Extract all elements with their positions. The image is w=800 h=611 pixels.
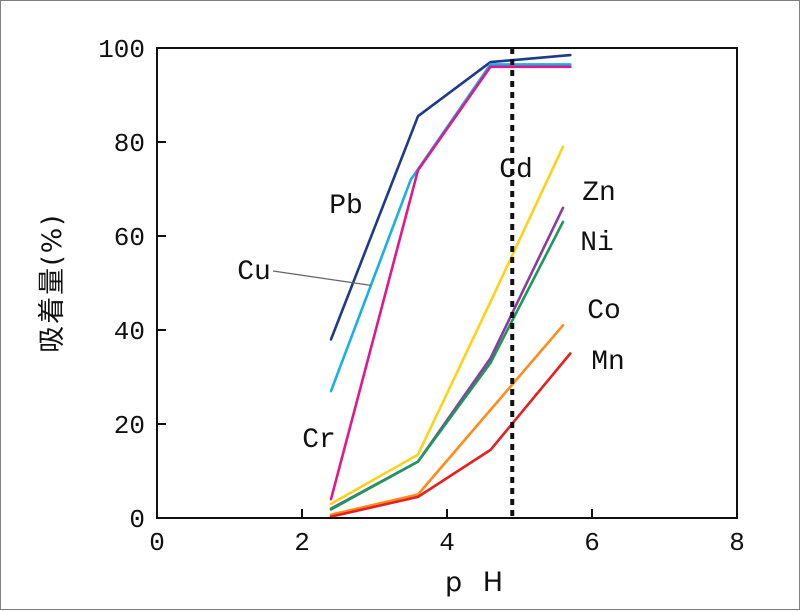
x-tick-label: 0 — [149, 528, 165, 558]
series-line-ni — [329, 220, 565, 511]
series-labels-layer: Pb Cu Cr Cd Zn Ni Co Mn — [237, 155, 625, 456]
y-tick-label: 100 — [98, 35, 145, 65]
series-line-mn — [329, 352, 572, 518]
cu-leader-line — [272, 270, 371, 286]
series-label-cu: Cu — [237, 257, 271, 288]
series-label-cr: Cr — [302, 425, 336, 456]
series-label-zn: Zn — [582, 178, 616, 209]
y-tick-label: 80 — [114, 129, 145, 159]
series-line-cr — [329, 65, 572, 501]
series-label-mn: Mn — [591, 347, 625, 378]
x-tick-label: 8 — [729, 528, 745, 558]
series-label-ni: Ni — [580, 228, 614, 259]
x-axis-title: p H — [445, 567, 509, 598]
series-line-co — [329, 323, 565, 517]
series-line-cu — [329, 63, 572, 393]
series-label-cd: Cd — [499, 155, 533, 186]
y-tick-label: 40 — [114, 317, 145, 347]
series-line-cd — [329, 145, 565, 506]
y-axis-title: 吸着量(%) — [37, 213, 68, 353]
series-label-co: Co — [587, 296, 621, 327]
series-layer — [329, 53, 572, 518]
y-tick-label: 0 — [129, 505, 145, 535]
y-tick-label: 60 — [114, 223, 145, 253]
y-tick-label: 20 — [114, 411, 145, 441]
x-tick-label: 6 — [584, 528, 600, 558]
x-tick-label: 4 — [439, 528, 455, 558]
series-label-pb: Pb — [329, 191, 363, 222]
x-tick-label: 2 — [294, 528, 310, 558]
series-line-pb — [329, 53, 572, 341]
